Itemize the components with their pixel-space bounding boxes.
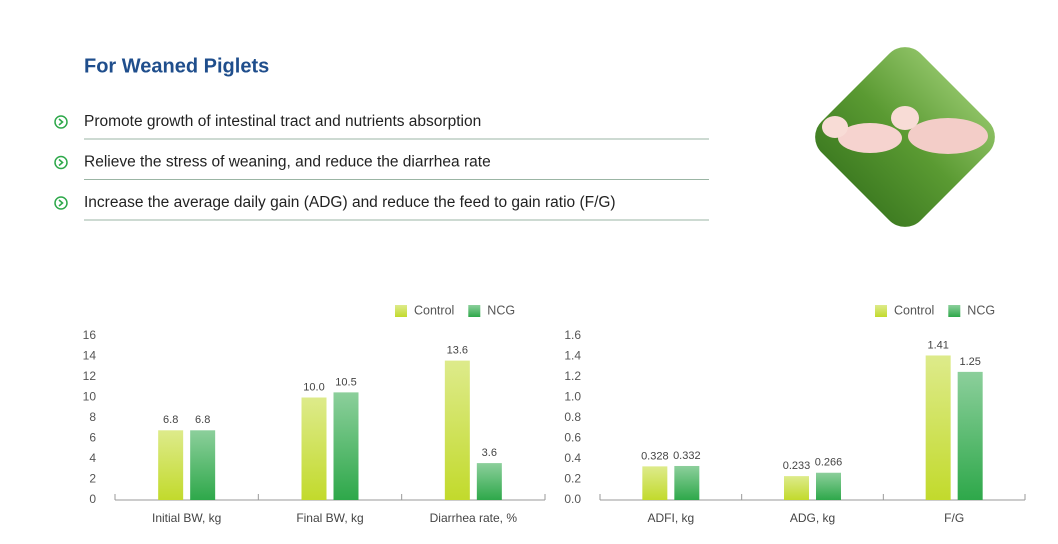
x-tick-label: Final BW, kg: [296, 511, 363, 525]
value-label: 13.6: [447, 345, 468, 357]
y-tick-label: 8: [89, 410, 96, 424]
value-label: 1.41: [927, 339, 948, 351]
piglet-head: [891, 106, 919, 130]
y-tick-label: 0.8: [564, 410, 581, 424]
piglet-image: [815, 47, 995, 227]
value-label: 10.0: [303, 381, 324, 393]
bullet-text: Relieve the stress of weaning, and reduc…: [84, 154, 491, 171]
bar: [957, 371, 983, 500]
bullet-chevron: [58, 158, 64, 167]
y-tick-label: 1.0: [564, 390, 581, 404]
y-tick-label: 1.4: [564, 349, 581, 363]
x-tick-label: Diarrhea rate, %: [430, 511, 518, 525]
bullet-list: Promote growth of intestinal tract and n…: [54, 113, 709, 221]
y-tick-label: 10: [83, 390, 97, 404]
bar: [444, 360, 470, 500]
piglet: [908, 118, 988, 154]
value-label: 1.25: [959, 356, 980, 368]
x-tick-label: ADG, kg: [790, 511, 835, 525]
y-tick-label: 0.4: [564, 451, 581, 465]
bar: [642, 466, 668, 500]
value-label: 0.332: [673, 450, 701, 462]
value-label: 6.8: [163, 414, 178, 426]
value-label: 10.5: [335, 376, 356, 388]
legend-label: Control: [414, 303, 454, 317]
bullet-text: Promote growth of intestinal tract and n…: [84, 113, 481, 130]
bar: [333, 392, 359, 500]
piglet-head: [822, 116, 848, 138]
bullet-text: Increase the average daily gain (ADG) an…: [84, 194, 616, 211]
bar: [674, 465, 700, 500]
x-tick-label: Initial BW, kg: [152, 511, 221, 525]
value-label: 3.6: [482, 447, 497, 459]
title: For Weaned Piglets: [84, 55, 269, 77]
chart: 0.0 0.2 0.4 0.6 0.8 1.0 1.2 1.4 1.6 ADFI, kg 0.328…: [564, 303, 1026, 525]
y-tick-label: 12: [83, 369, 97, 383]
bullet-icon: [54, 115, 68, 129]
y-tick-label: 1.6: [564, 328, 581, 342]
y-tick-label: 0: [89, 492, 96, 506]
legend-label: NCG: [487, 303, 515, 317]
y-tick-label: 0.0: [564, 492, 581, 506]
bullet-icon: [54, 196, 68, 210]
legend-label: Control: [894, 303, 934, 317]
y-tick-label: 0.6: [564, 431, 581, 445]
bullet-chevron: [58, 199, 64, 207]
image-diamond: [815, 47, 995, 227]
bar: [158, 430, 184, 500]
bar: [925, 355, 951, 500]
bar: [784, 476, 809, 500]
bar: [476, 463, 502, 500]
bar: [816, 472, 841, 500]
y-tick-label: 4: [89, 451, 96, 465]
value-label: 6.8: [195, 414, 210, 426]
legend-swatch: [875, 305, 887, 317]
bullet-icon: [54, 155, 68, 170]
x-tick-label: ADFI, kg: [647, 511, 694, 525]
legend-swatch: [948, 305, 961, 317]
y-tick-label: 1.2: [564, 369, 581, 383]
bullet-chevron: [58, 118, 64, 126]
legend-swatch: [395, 305, 407, 317]
y-tick-label: 16: [83, 328, 97, 342]
piglet: [838, 123, 902, 153]
bar: [301, 397, 327, 500]
y-tick-label: 6: [89, 431, 96, 445]
x-tick-label: F/G: [944, 511, 964, 525]
legend-label: NCG: [967, 303, 995, 317]
bar: [190, 430, 216, 500]
legend-swatch: [468, 305, 481, 317]
charts: 0 2 4 6 8 10 12 14 16 Initial BW, kg 6.8 6.8 Final B…: [83, 303, 1026, 525]
chart: 0 2 4 6 8 10 12 14 16 Initial BW, kg 6.8 6.8 Final B…: [83, 303, 546, 525]
value-label: 0.266: [815, 457, 843, 469]
y-tick-label: 0.2: [564, 472, 581, 486]
y-tick-label: 2: [89, 472, 96, 486]
y-tick-label: 14: [83, 349, 97, 363]
value-label: 0.233: [783, 460, 811, 472]
value-label: 0.328: [641, 450, 669, 462]
